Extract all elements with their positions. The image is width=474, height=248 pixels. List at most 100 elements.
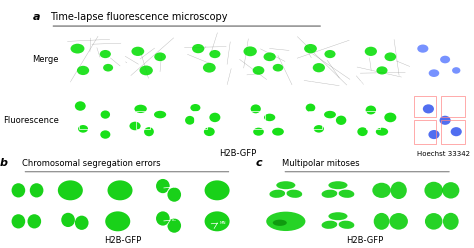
- Ellipse shape: [185, 116, 194, 125]
- Ellipse shape: [273, 220, 287, 226]
- Ellipse shape: [451, 127, 462, 136]
- Bar: [79, 111, 92, 129]
- Text: 078 mins: 078 mins: [183, 81, 202, 85]
- Ellipse shape: [428, 69, 439, 77]
- Ellipse shape: [154, 111, 166, 118]
- Ellipse shape: [338, 221, 355, 229]
- Ellipse shape: [210, 113, 220, 122]
- Ellipse shape: [324, 111, 336, 118]
- Ellipse shape: [440, 56, 450, 63]
- Ellipse shape: [58, 180, 83, 200]
- Ellipse shape: [313, 63, 325, 72]
- Text: 171 min: 171 min: [298, 81, 315, 85]
- Bar: [414, 96, 436, 118]
- Ellipse shape: [75, 216, 89, 230]
- Ellipse shape: [314, 125, 324, 133]
- Ellipse shape: [105, 211, 130, 231]
- Ellipse shape: [328, 212, 347, 220]
- Ellipse shape: [336, 116, 346, 125]
- Ellipse shape: [156, 211, 170, 226]
- Ellipse shape: [108, 180, 133, 200]
- Ellipse shape: [324, 50, 336, 58]
- Ellipse shape: [129, 122, 141, 130]
- Text: Time-lapse fluorescence microscopy: Time-lapse fluorescence microscopy: [50, 12, 228, 22]
- Bar: [414, 120, 436, 144]
- Ellipse shape: [11, 214, 25, 228]
- Ellipse shape: [272, 128, 284, 136]
- Text: LC: LC: [172, 218, 177, 222]
- Text: MN: MN: [219, 221, 226, 225]
- Ellipse shape: [376, 66, 388, 74]
- Ellipse shape: [204, 127, 215, 136]
- Text: Hoechst 33342: Hoechst 33342: [417, 151, 470, 157]
- Text: 111 mins: 111 mins: [241, 81, 259, 85]
- Ellipse shape: [439, 116, 451, 125]
- Ellipse shape: [131, 47, 144, 56]
- Ellipse shape: [384, 113, 396, 122]
- Ellipse shape: [100, 50, 111, 58]
- Ellipse shape: [452, 67, 460, 74]
- Bar: [366, 111, 380, 129]
- Ellipse shape: [167, 218, 181, 233]
- Ellipse shape: [100, 110, 110, 119]
- Ellipse shape: [306, 104, 315, 112]
- Ellipse shape: [424, 182, 443, 199]
- Text: 779 mins: 779 mins: [413, 81, 432, 85]
- Ellipse shape: [77, 66, 89, 75]
- Ellipse shape: [372, 183, 391, 198]
- Text: Fluorescence: Fluorescence: [3, 116, 59, 125]
- Ellipse shape: [192, 44, 204, 53]
- Ellipse shape: [328, 181, 347, 189]
- Ellipse shape: [365, 106, 376, 115]
- Ellipse shape: [357, 127, 368, 136]
- Text: 021 mins: 021 mins: [126, 81, 145, 85]
- Text: b: b: [0, 158, 8, 168]
- Ellipse shape: [304, 44, 317, 53]
- Ellipse shape: [203, 63, 216, 73]
- Bar: [441, 96, 465, 118]
- Ellipse shape: [391, 182, 407, 199]
- Ellipse shape: [264, 52, 276, 61]
- Bar: [441, 120, 465, 144]
- Ellipse shape: [191, 104, 201, 111]
- Ellipse shape: [374, 213, 390, 230]
- Ellipse shape: [139, 65, 153, 75]
- Ellipse shape: [103, 64, 113, 71]
- Ellipse shape: [210, 50, 220, 58]
- Ellipse shape: [266, 212, 305, 231]
- Ellipse shape: [78, 125, 88, 133]
- Text: Merge: Merge: [32, 55, 59, 64]
- Ellipse shape: [389, 213, 408, 230]
- Ellipse shape: [154, 52, 166, 61]
- Ellipse shape: [251, 104, 261, 113]
- Bar: [251, 111, 264, 129]
- Ellipse shape: [144, 127, 154, 136]
- Ellipse shape: [321, 190, 337, 198]
- Ellipse shape: [253, 66, 264, 75]
- Ellipse shape: [417, 45, 428, 53]
- Ellipse shape: [11, 183, 25, 197]
- Ellipse shape: [376, 128, 388, 136]
- Ellipse shape: [423, 104, 434, 113]
- Bar: [194, 111, 207, 129]
- Text: c: c: [256, 158, 263, 168]
- Bar: [136, 111, 149, 129]
- Ellipse shape: [321, 221, 337, 229]
- Ellipse shape: [27, 214, 41, 228]
- Text: Multipolar mitoses: Multipolar mitoses: [282, 159, 360, 168]
- Ellipse shape: [286, 190, 302, 198]
- Ellipse shape: [384, 52, 396, 61]
- Text: a: a: [33, 12, 41, 22]
- Text: H2B-GFP: H2B-GFP: [346, 236, 383, 245]
- Ellipse shape: [71, 44, 84, 54]
- Text: H2B-GFP: H2B-GFP: [219, 149, 256, 158]
- Ellipse shape: [205, 211, 229, 231]
- Ellipse shape: [428, 130, 439, 139]
- Ellipse shape: [30, 183, 44, 197]
- Bar: [309, 111, 322, 129]
- Text: AB: AB: [172, 185, 178, 189]
- Ellipse shape: [425, 213, 442, 230]
- Ellipse shape: [61, 213, 75, 227]
- Ellipse shape: [443, 213, 459, 230]
- Text: 270 mins: 270 mins: [356, 81, 375, 85]
